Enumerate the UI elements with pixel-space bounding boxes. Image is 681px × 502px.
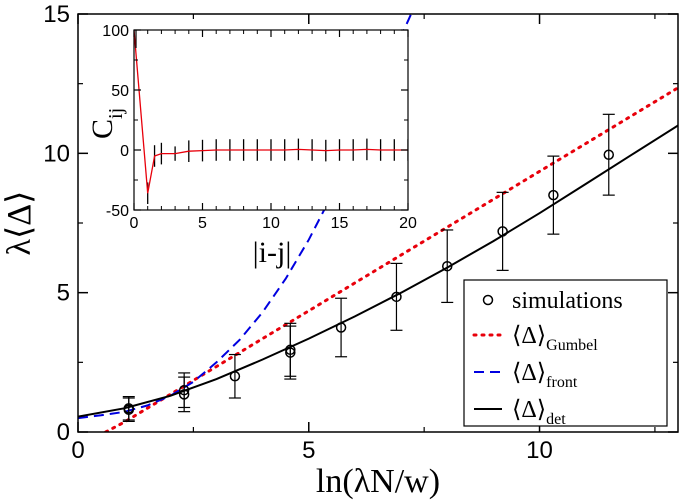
simulation-point: [285, 344, 296, 356]
simulation-point: [603, 149, 615, 160]
main-y-tick-label: 0: [57, 419, 70, 446]
legend-item-front: ⟨Δ⟩front: [474, 360, 578, 391]
inset-x-tick-label: 10: [262, 215, 280, 232]
inset-y-axis-label: Cij: [86, 108, 127, 139]
inset-x-tick-label: 20: [399, 215, 417, 232]
legend-label: simulations: [512, 288, 623, 314]
inset-x-tick-label: 5: [198, 215, 207, 232]
simulation-point: [497, 226, 508, 237]
simulation-point: [229, 371, 241, 382]
legend: simulations ⟨Δ⟩Gumbel ⟨Δ⟩front ⟨Δ⟩det: [463, 279, 668, 428]
legend-label: ⟨Δ⟩front: [512, 360, 578, 391]
inset-x-tick-label: 0: [130, 215, 139, 232]
simulation-point: [178, 384, 190, 396]
inset-x-axis-label: |i-j|: [253, 236, 292, 269]
main-x-tick-label: 10: [526, 437, 553, 464]
main-x-tick-label: 5: [302, 437, 315, 464]
legend-marker-circle: [482, 294, 494, 306]
legend-label: ⟨Δ⟩det: [512, 397, 566, 428]
simulation-point: [335, 322, 347, 333]
main-y-tick-label: 15: [43, 1, 70, 28]
inset-y-tick-label: 50: [111, 83, 129, 100]
inset-y-tick-label: 100: [102, 23, 129, 40]
legend-item-Gumbel: ⟨Δ⟩Gumbel: [472, 323, 598, 354]
legend-box: [463, 279, 668, 427]
main-x-tick-label: 0: [71, 437, 84, 464]
legend-item-simulations: simulations: [482, 288, 623, 314]
simulation-point: [123, 403, 135, 414]
inset-y-tick-label: 0: [120, 143, 129, 160]
simulation-point: [548, 189, 559, 201]
main-y-axis-label: λ⟨Δ⟩: [1, 191, 38, 256]
series-line-det: [78, 124, 678, 418]
main-x-axis-label: ln(λN/w): [316, 463, 440, 500]
main-y-tick-label: 10: [43, 140, 70, 167]
inset-correlation-line: [134, 30, 408, 194]
simulation-point: [441, 260, 453, 272]
main-y-tick-label: 5: [57, 280, 70, 307]
legend-item-det: ⟨Δ⟩det: [474, 397, 566, 428]
simulation-point: [391, 291, 402, 303]
legend-label: ⟨Δ⟩Gumbel: [512, 323, 598, 354]
series-line-gumbel: [104, 86, 678, 432]
inset-y-tick-label: -50: [106, 203, 129, 220]
inset-background: [134, 30, 408, 210]
inset-x-tick-label: 15: [331, 215, 349, 232]
